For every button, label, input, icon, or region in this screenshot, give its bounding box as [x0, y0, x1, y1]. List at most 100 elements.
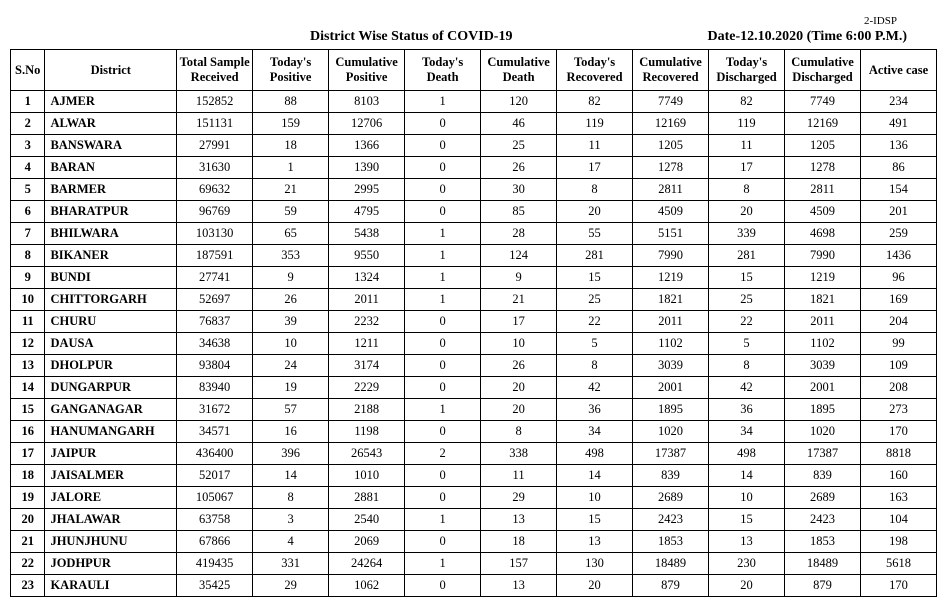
data-cell: 83940 — [177, 377, 253, 399]
covid-table: S.NoDistrictTotal Sample ReceivedToday's… — [10, 49, 937, 597]
data-cell: 36 — [709, 399, 785, 421]
data-cell: 9 — [481, 267, 557, 289]
data-cell: 10 — [481, 333, 557, 355]
data-cell: 1205 — [785, 135, 861, 157]
district-cell: JALORE — [45, 487, 177, 509]
data-cell: 198 — [861, 531, 937, 553]
table-row: 3BANSWARA27991181366025111205111205136 — [11, 135, 937, 157]
data-cell: 21 — [253, 179, 329, 201]
data-cell: 119 — [709, 113, 785, 135]
data-cell: 2 — [405, 443, 481, 465]
table-row: 7BHILWARA1031306554381285551513394698259 — [11, 223, 937, 245]
data-cell: 2001 — [633, 377, 709, 399]
data-cell: 4698 — [785, 223, 861, 245]
data-cell: 9550 — [329, 245, 405, 267]
column-header: Cumulative Discharged — [785, 50, 861, 91]
data-cell: 0 — [405, 575, 481, 597]
table-row: 14DUNGARPUR83940192229020422001422001208 — [11, 377, 937, 399]
data-cell: 18 — [481, 531, 557, 553]
data-cell: 67866 — [177, 531, 253, 553]
data-cell: 7749 — [633, 91, 709, 113]
column-header: Cumulative Positive — [329, 50, 405, 91]
data-cell: 160 — [861, 465, 937, 487]
data-cell: 119 — [557, 113, 633, 135]
data-cell: 14 — [253, 465, 329, 487]
data-cell: 7 — [11, 223, 45, 245]
data-cell: 99 — [861, 333, 937, 355]
data-cell: 21 — [481, 289, 557, 311]
data-cell: 157 — [481, 553, 557, 575]
data-cell: 1 — [405, 267, 481, 289]
data-cell: 42 — [557, 377, 633, 399]
data-cell: 76837 — [177, 311, 253, 333]
district-cell: JHUNJHUNU — [45, 531, 177, 553]
data-cell: 1 — [405, 553, 481, 575]
district-cell: KARAULI — [45, 575, 177, 597]
data-cell: 17 — [709, 157, 785, 179]
data-cell: 5 — [557, 333, 633, 355]
data-cell: 34 — [709, 421, 785, 443]
district-cell: BANSWARA — [45, 135, 177, 157]
district-cell: AJMER — [45, 91, 177, 113]
data-cell: 1102 — [785, 333, 861, 355]
data-cell: 52697 — [177, 289, 253, 311]
data-cell: 136 — [861, 135, 937, 157]
table-row: 15GANGANAGAR3167257218812036189536189527… — [11, 399, 937, 421]
district-cell: JAISALMER — [45, 465, 177, 487]
date-line: Date-12.10.2020 (Time 6:00 P.M.) — [708, 29, 907, 45]
data-cell: 1324 — [329, 267, 405, 289]
district-cell: DUNGARPUR — [45, 377, 177, 399]
data-cell: 163 — [861, 487, 937, 509]
table-row: 5BARMER696322129950308281182811154 — [11, 179, 937, 201]
data-cell: 59 — [253, 201, 329, 223]
district-cell: BHILWARA — [45, 223, 177, 245]
data-cell: 1020 — [785, 421, 861, 443]
data-cell: 281 — [557, 245, 633, 267]
data-cell: 281 — [709, 245, 785, 267]
table-row: 21JHUNJHUNU6786642069018131853131853198 — [11, 531, 937, 553]
data-cell: 0 — [405, 113, 481, 135]
district-cell: CHITTORGARH — [45, 289, 177, 311]
data-cell: 124 — [481, 245, 557, 267]
data-cell: 5151 — [633, 223, 709, 245]
data-cell: 65 — [253, 223, 329, 245]
data-cell: 26543 — [329, 443, 405, 465]
data-cell: 88 — [253, 91, 329, 113]
district-cell: BIKANER — [45, 245, 177, 267]
data-cell: 109 — [861, 355, 937, 377]
data-cell: 151131 — [177, 113, 253, 135]
data-cell: 396 — [253, 443, 329, 465]
data-cell: 31672 — [177, 399, 253, 421]
table-row: 12DAUSA34638101211010511025110299 — [11, 333, 937, 355]
data-cell: 4 — [11, 157, 45, 179]
data-cell: 1 — [253, 157, 329, 179]
data-cell: 1853 — [633, 531, 709, 553]
column-header: Today's Death — [405, 50, 481, 91]
data-cell: 20 — [557, 575, 633, 597]
table-row: 6BHARATPUR96769594795085204509204509201 — [11, 201, 937, 223]
data-cell: 2011 — [785, 311, 861, 333]
data-cell: 879 — [785, 575, 861, 597]
data-cell: 0 — [405, 333, 481, 355]
data-cell: 7749 — [785, 91, 861, 113]
data-cell: 1278 — [785, 157, 861, 179]
data-cell: 2011 — [633, 311, 709, 333]
data-cell: 8 — [557, 179, 633, 201]
data-cell: 30 — [481, 179, 557, 201]
data-cell: 2423 — [633, 509, 709, 531]
data-cell: 15 — [11, 399, 45, 421]
data-cell: 1436 — [861, 245, 937, 267]
data-cell: 15 — [557, 509, 633, 531]
data-cell: 0 — [405, 465, 481, 487]
data-cell: 1895 — [785, 399, 861, 421]
table-row: 22JODHPUR4194353312426411571301848923018… — [11, 553, 937, 575]
data-cell: 2811 — [633, 179, 709, 201]
data-cell: 3039 — [633, 355, 709, 377]
data-cell: 170 — [861, 575, 937, 597]
data-cell: 152852 — [177, 91, 253, 113]
data-cell: 23 — [11, 575, 45, 597]
table-row: 23KARAULI354252910620132087920879170 — [11, 575, 937, 597]
data-cell: 14 — [557, 465, 633, 487]
data-cell: 13 — [481, 575, 557, 597]
data-cell: 24 — [253, 355, 329, 377]
